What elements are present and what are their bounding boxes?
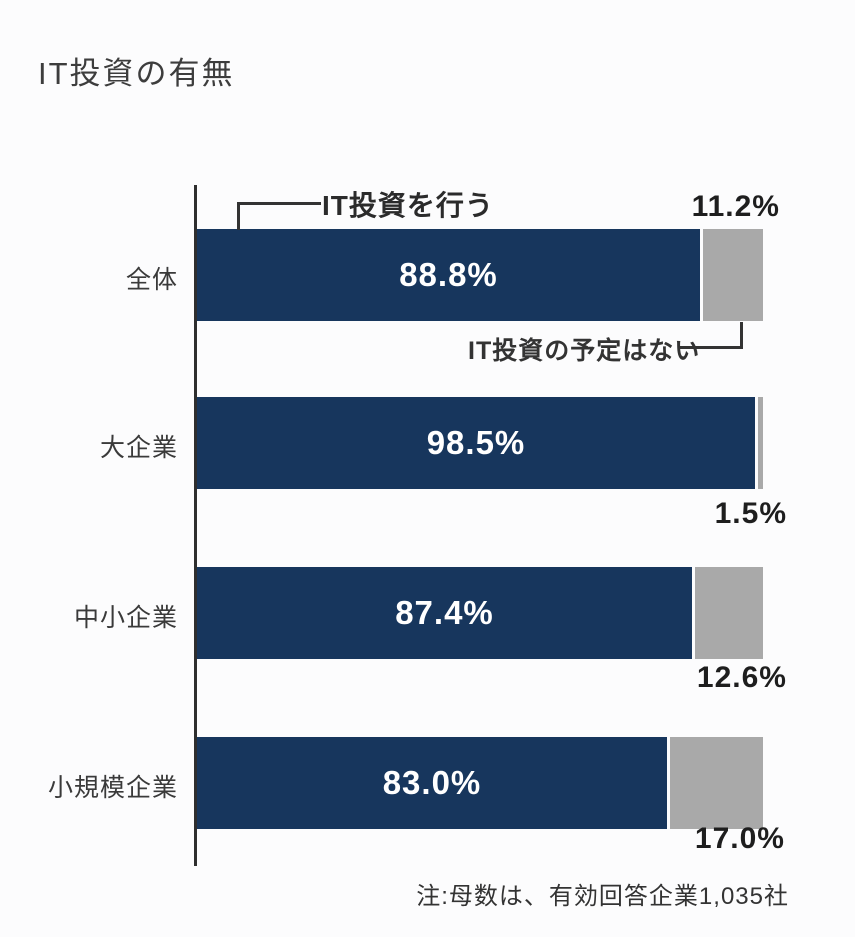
invest-series-label: IT投資を行う xyxy=(322,190,494,221)
no-plan-bar-segment xyxy=(758,397,763,489)
no-plan-series-label: IT投資の予定はない xyxy=(468,337,701,365)
no-plan-leader-line-horizontal xyxy=(678,346,743,349)
no-plan-leader-line-vertical xyxy=(740,322,743,349)
invest-value-label: 98.5% xyxy=(426,424,526,461)
no-plan-bar-segment xyxy=(695,567,763,659)
no-plan-value-label: 17.0% xyxy=(694,822,785,855)
invest-leader-line-horizontal xyxy=(237,202,321,205)
category-label: 全体 xyxy=(125,266,178,294)
invest-value-label: 83.0% xyxy=(382,764,482,801)
invest-bar-segment xyxy=(197,229,700,321)
invest-value-label: 88.8% xyxy=(399,256,498,293)
y-axis-line xyxy=(194,185,197,866)
no-plan-value-label: 11.2% xyxy=(691,190,780,223)
invest-leader-line-vertical xyxy=(237,202,240,230)
invest-bar-segment xyxy=(197,737,667,829)
no-plan-bar-segment xyxy=(703,229,763,321)
no-plan-bar-segment xyxy=(670,737,763,829)
no-plan-value-label: 12.6% xyxy=(696,661,787,694)
category-label: 大企業 xyxy=(99,434,178,462)
no-plan-value-label: 1.5% xyxy=(714,497,787,530)
invest-bar-segment xyxy=(197,397,755,489)
page-title: IT投資の有無 xyxy=(38,56,235,91)
category-label: 小規模企業 xyxy=(47,774,178,802)
footnote: 注:母数は、有効回答企業1,035社 xyxy=(416,883,789,910)
category-label: 中小企業 xyxy=(73,604,178,632)
invest-bar-segment xyxy=(197,567,692,659)
invest-value-label: 87.4% xyxy=(395,594,494,631)
